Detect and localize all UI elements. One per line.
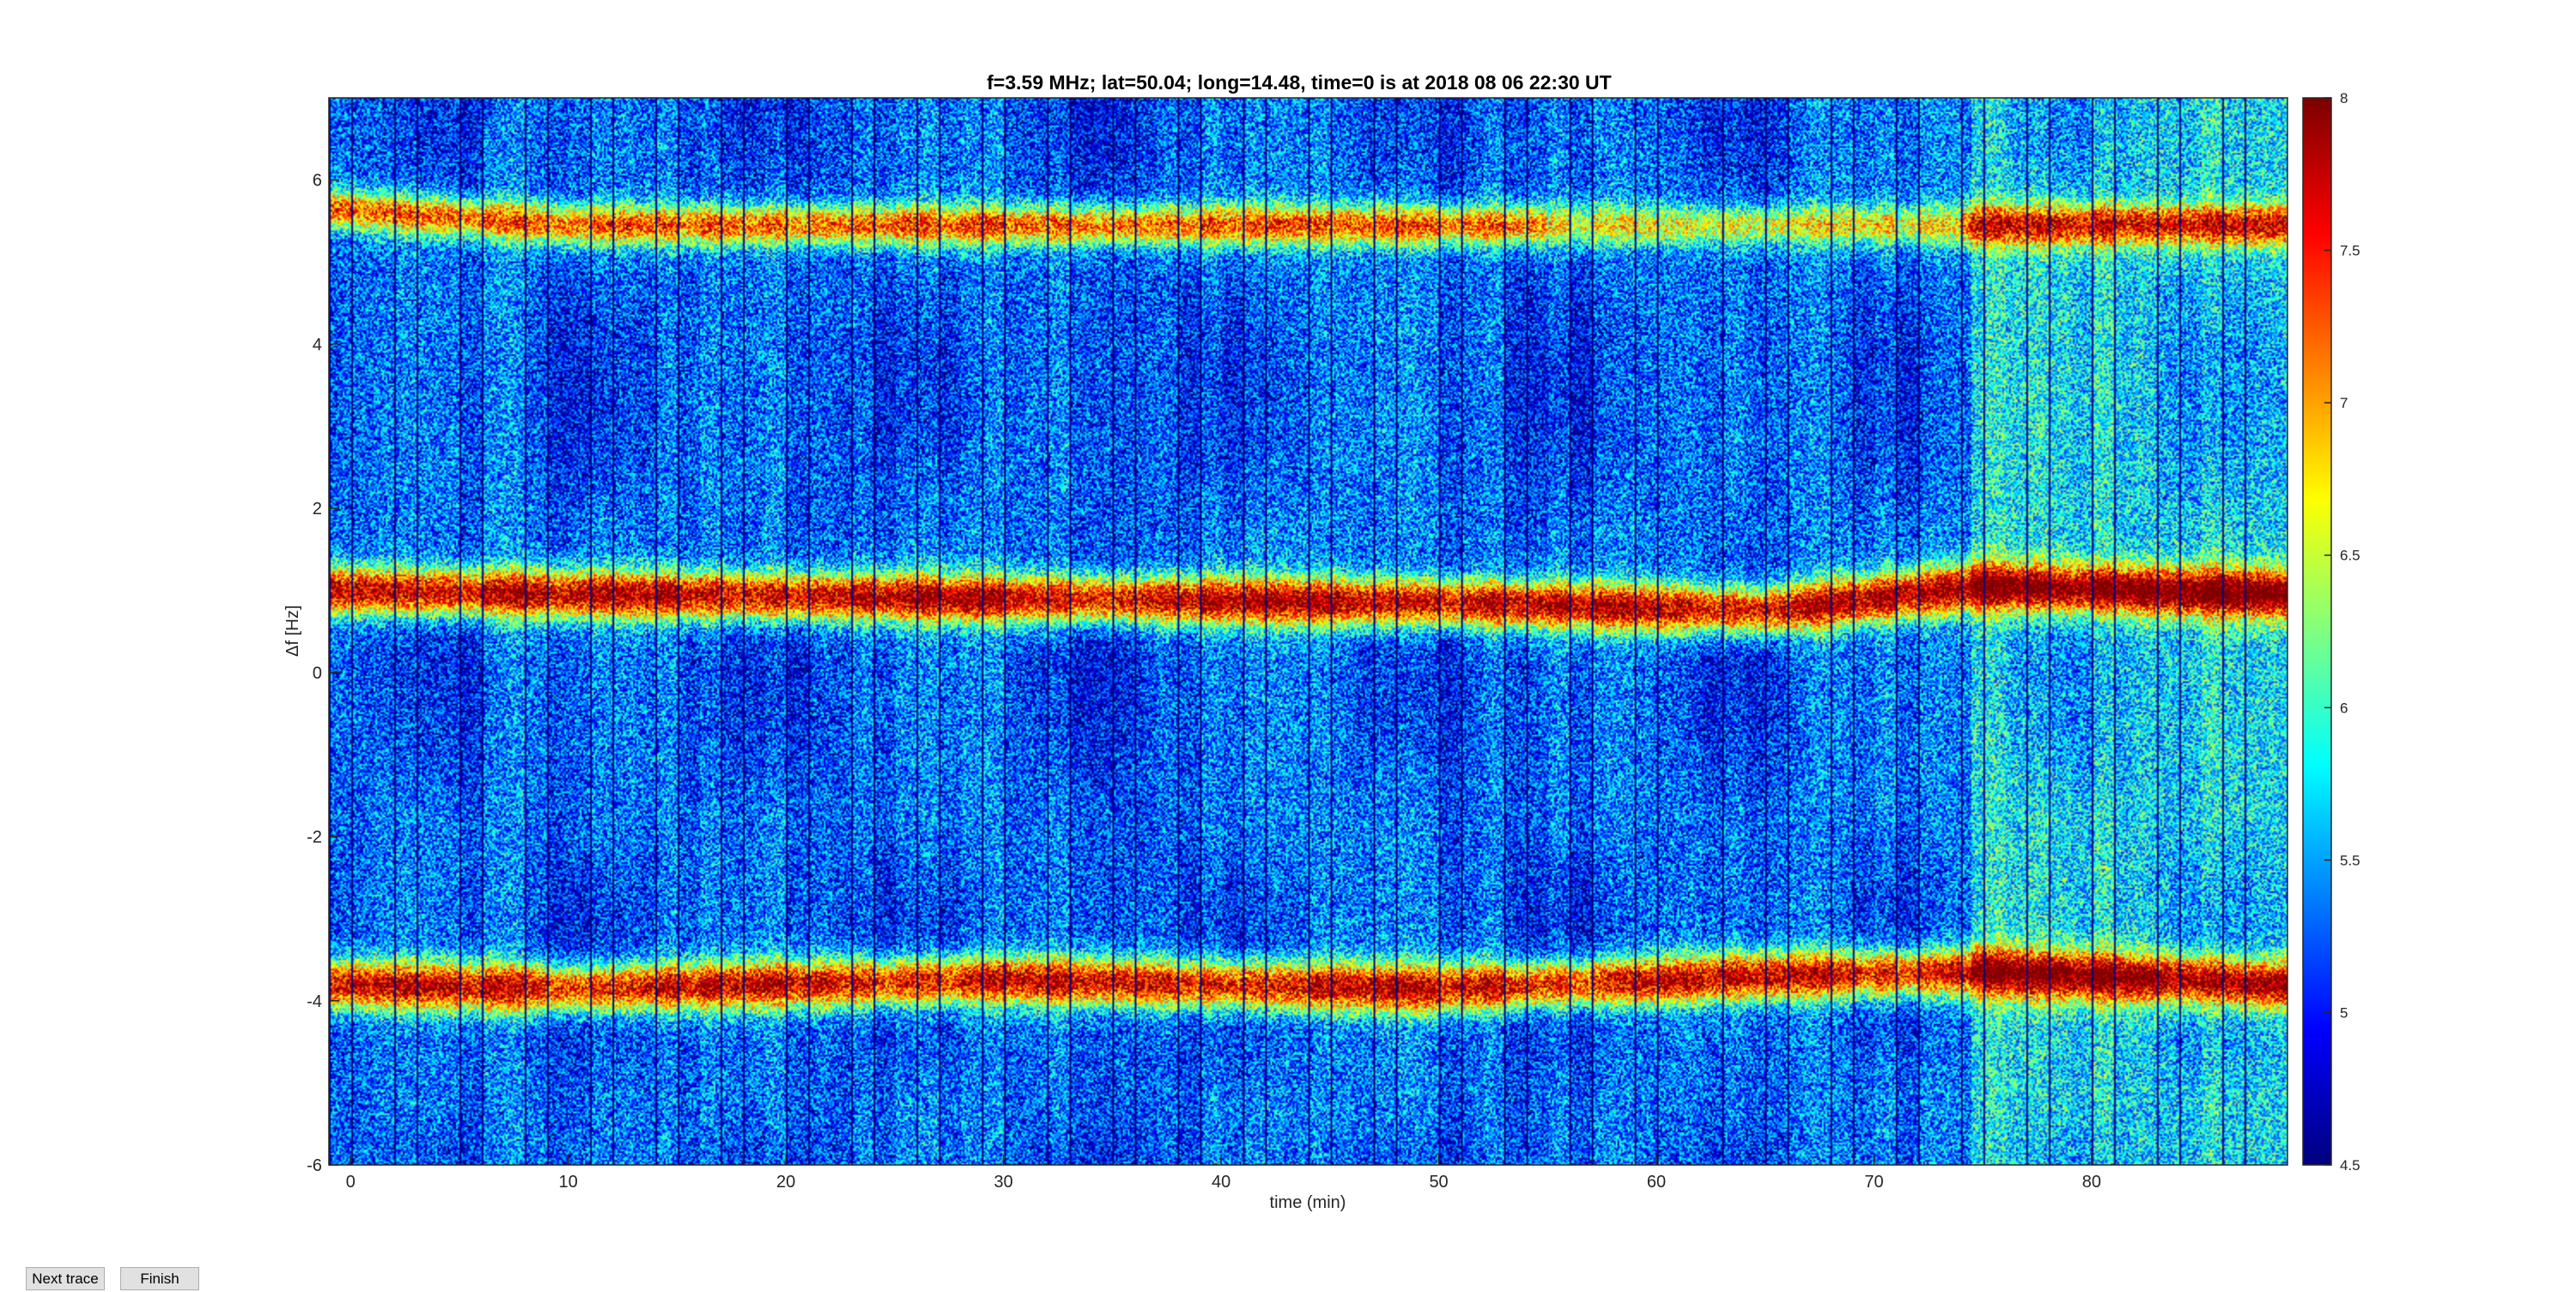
y-tick-label: 2 (313, 500, 322, 519)
colorbar-tick-label: 5.5 (2340, 852, 2360, 869)
finish-button[interactable]: Finish (120, 1267, 199, 1290)
next-trace-button[interactable]: Next trace (26, 1267, 105, 1290)
chart-title: f=3.59 MHz; lat=50.04; long=14.48, time=… (987, 71, 1611, 94)
y-axis-label: Δf [Hz] (283, 605, 302, 657)
heatmap-image (329, 98, 2287, 1165)
y-tick-label: -6 (307, 1156, 322, 1175)
x-tick-label: 80 (2082, 1173, 2101, 1192)
colorbar-ticks: 4.5 5 5.5 6 6.5 7 7.5 8 (2324, 90, 2360, 1174)
y-tick-label: 0 (313, 664, 322, 682)
colorbar-tick-label: 5 (2340, 1004, 2348, 1021)
plot-area (328, 97, 2288, 1166)
colorbar-tick-label: 6.5 (2340, 548, 2360, 564)
x-tick-label: 30 (994, 1173, 1013, 1192)
y-tick-label: 6 (313, 172, 322, 191)
x-tick-label: 10 (559, 1173, 578, 1192)
colorbar-tick-label: 6 (2340, 700, 2348, 716)
x-tick-label: 60 (1647, 1173, 1666, 1192)
x-tick-label: 50 (1429, 1173, 1448, 1192)
x-axis-label: time (min) (1270, 1193, 1346, 1212)
y-tick-label: -2 (307, 828, 322, 847)
colorbar-tick-label: 4.5 (2340, 1157, 2360, 1174)
colorbar-tick-label: 7 (2340, 395, 2348, 411)
x-tick-label: 0 (346, 1173, 355, 1192)
x-axis: 0 10 20 30 40 50 60 70 80 (346, 1155, 2101, 1192)
x-tick-label: 20 (776, 1173, 795, 1192)
plot-frame (328, 97, 2288, 1166)
x-tick-label: 70 (1864, 1173, 1883, 1192)
colorbar-tick-label: 7.5 (2340, 243, 2360, 259)
y-tick-label: 4 (313, 336, 322, 355)
x-tick-label: 40 (1212, 1173, 1230, 1192)
colorbar-frame (2302, 97, 2332, 1166)
colorbar (2302, 97, 2332, 1166)
y-axis: -6 -4 -2 0 2 4 6 (307, 172, 339, 1175)
colorbar-tick-label: 8 (2340, 90, 2348, 106)
colorbar-gradient (2303, 98, 2331, 1165)
y-tick-label: -4 (307, 992, 322, 1011)
